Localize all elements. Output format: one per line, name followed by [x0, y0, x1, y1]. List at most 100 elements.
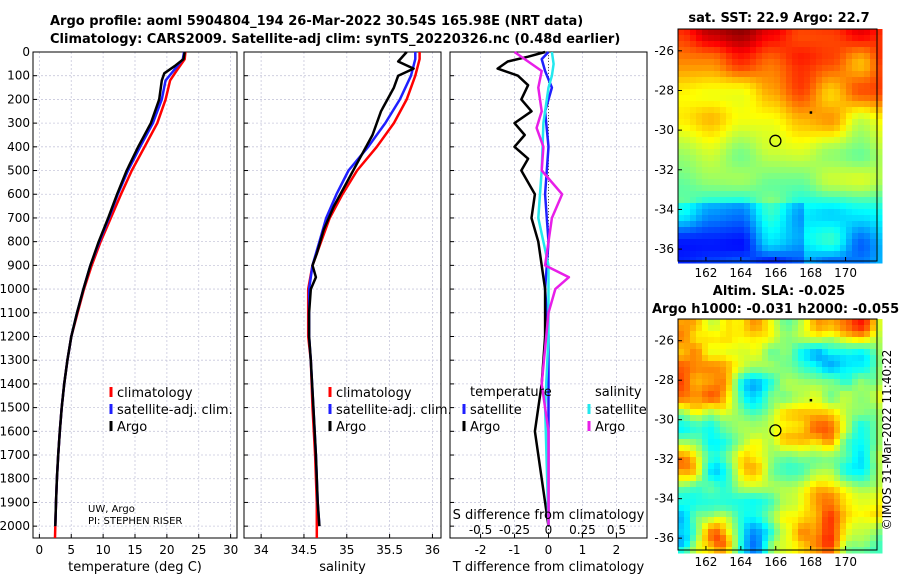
map-cell	[822, 35, 829, 42]
map-cell	[708, 529, 715, 536]
map-cell	[756, 137, 763, 144]
map-cell	[870, 239, 877, 246]
map-cell	[774, 505, 781, 512]
map-cell	[876, 319, 883, 326]
map-cell	[714, 367, 721, 374]
map-cell	[876, 415, 883, 422]
map-cell	[822, 167, 829, 174]
map-cell	[696, 119, 703, 126]
map-cell	[840, 143, 847, 150]
map-cell	[768, 541, 775, 548]
map-cell	[798, 191, 805, 198]
map-cell	[708, 445, 715, 452]
map-cell	[726, 403, 733, 410]
map-cell	[738, 149, 745, 156]
map-cell	[786, 379, 793, 386]
map-cell	[756, 541, 763, 548]
map-cell	[732, 349, 739, 356]
map-cell	[720, 349, 727, 356]
map-cell	[834, 499, 841, 506]
map-cell	[792, 469, 799, 476]
map-cell	[858, 239, 865, 246]
map-cell	[864, 469, 871, 476]
map-cell	[870, 185, 877, 192]
map-cell	[786, 385, 793, 392]
map-cell	[678, 221, 685, 228]
map-cell	[768, 221, 775, 228]
y-tick-label: 1000	[0, 282, 30, 296]
map-cell	[804, 535, 811, 542]
map-cell	[708, 511, 715, 518]
map-cell	[702, 397, 709, 404]
map-cell	[690, 245, 697, 252]
map-cell	[846, 83, 853, 90]
map-cell	[690, 173, 697, 180]
map-cell	[750, 233, 757, 240]
map-cell	[780, 107, 787, 114]
map-cell	[750, 77, 757, 84]
map-cell	[702, 209, 709, 216]
map-cell	[696, 29, 703, 36]
map-cell	[810, 325, 817, 332]
map-cell	[750, 433, 757, 440]
map-cell	[864, 191, 871, 198]
map-cell	[738, 367, 745, 374]
map-cell	[846, 107, 853, 114]
map-cell	[678, 325, 685, 332]
map-cell	[714, 173, 721, 180]
map-cell	[858, 403, 865, 410]
map-cell	[876, 29, 883, 36]
x-tick-label: 2	[613, 543, 621, 557]
map-cell	[726, 397, 733, 404]
map-cell	[858, 245, 865, 252]
map-cell	[678, 119, 685, 126]
map-cell	[756, 29, 763, 36]
map-cell	[690, 191, 697, 198]
map-cell	[708, 391, 715, 398]
map-cell	[816, 403, 823, 410]
map-cell	[690, 337, 697, 344]
map-cell	[702, 475, 709, 482]
map-cell	[870, 59, 877, 66]
map-cell	[858, 475, 865, 482]
map-cell	[858, 409, 865, 416]
map-cell	[690, 505, 697, 512]
map-cell	[846, 167, 853, 174]
map-cell	[804, 367, 811, 374]
map-cell	[708, 113, 715, 120]
map-cell	[780, 227, 787, 234]
map-cell	[828, 499, 835, 506]
map-cell	[780, 101, 787, 108]
map-cell	[690, 203, 697, 210]
map-cell	[744, 427, 751, 434]
map-cell	[834, 391, 841, 398]
map-cell	[738, 439, 745, 446]
map-cell	[846, 457, 853, 464]
map-cell	[732, 385, 739, 392]
map-cell	[684, 47, 691, 54]
map-cell	[696, 35, 703, 42]
map-cell	[714, 445, 721, 452]
map-cell	[720, 65, 727, 72]
map-cell	[864, 89, 871, 96]
map-cell	[852, 131, 859, 138]
map-cell	[858, 149, 865, 156]
map-cell	[834, 331, 841, 338]
map-cell	[810, 541, 817, 548]
map-cell	[684, 319, 691, 326]
map-cell	[708, 463, 715, 470]
map-cell	[726, 59, 733, 66]
map-cell	[864, 251, 871, 258]
map-cell	[822, 77, 829, 84]
map-cell	[804, 523, 811, 530]
map-cell	[774, 433, 781, 440]
map-cell	[714, 433, 721, 440]
map-cell	[780, 475, 787, 482]
map-cell	[816, 155, 823, 162]
map-cell	[834, 119, 841, 126]
map-cell	[684, 475, 691, 482]
map-cell	[762, 203, 769, 210]
map-cell	[750, 143, 757, 150]
map-cell	[816, 209, 823, 216]
